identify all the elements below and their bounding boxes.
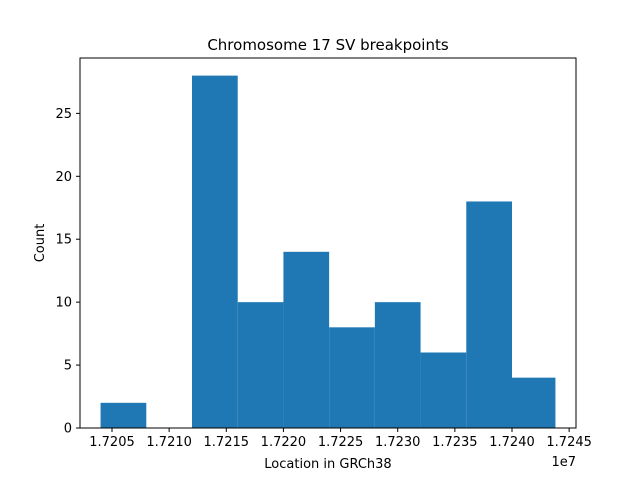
y-axis-label: Count (33, 224, 48, 263)
y-axis: 0 5 10 15 20 25 (55, 107, 80, 437)
y-tick-label: 5 (64, 359, 72, 374)
plot-frame (79, 57, 577, 429)
histogram-bar (466, 201, 512, 428)
histogram-bar (374, 302, 421, 428)
chart-title: Chromosome 17 SV breakpoints (207, 36, 449, 54)
histogram-bar (420, 352, 467, 428)
x-tick-label: 1.7210 (146, 435, 192, 450)
x-tick-label: 1.7245 (546, 435, 592, 450)
y-tick-label: 20 (55, 170, 72, 185)
x-tick-label: 1.7205 (89, 435, 135, 450)
x-axis-offset-label: 1e7 (551, 455, 576, 470)
x-tick-label: 1.7230 (375, 435, 421, 450)
x-axis: 1.7205 1.7210 1.7215 1.7220 1.7225 1.7230 1.72… (89, 428, 592, 450)
y-tick-label: 15 (55, 233, 72, 248)
y-tick-label: 0 (64, 422, 72, 437)
histogram-bar (283, 251, 330, 428)
x-tick-label: 1.7220 (261, 435, 307, 450)
histogram-bar (329, 327, 375, 428)
x-tick-label: 1.7235 (432, 435, 478, 450)
histogram-bar (512, 377, 556, 428)
x-tick-label: 1.7215 (204, 435, 250, 450)
y-tick-label: 25 (55, 107, 72, 122)
x-tick-label: 1.7240 (489, 435, 535, 450)
histogram-bars (100, 75, 556, 428)
y-tick-label: 10 (55, 296, 72, 311)
histogram-bar (192, 75, 238, 428)
x-tick-label: 1.7225 (318, 435, 364, 450)
x-axis-label: Location in GRCh38 (264, 457, 391, 472)
histogram-bar (237, 302, 284, 428)
histogram-bar (100, 402, 147, 428)
